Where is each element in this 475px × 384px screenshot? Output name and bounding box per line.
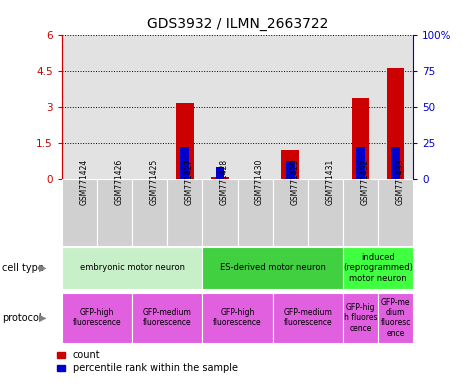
Text: GFP-medium
fluorescence: GFP-medium fluorescence	[143, 308, 191, 328]
FancyBboxPatch shape	[167, 179, 202, 246]
FancyBboxPatch shape	[343, 179, 378, 246]
Bar	[273, 35, 308, 179]
Text: cell type: cell type	[2, 263, 44, 273]
Bar	[238, 35, 273, 179]
Bar	[62, 35, 97, 179]
FancyBboxPatch shape	[97, 179, 132, 246]
Bar	[281, 150, 299, 179]
Bar	[216, 167, 224, 179]
Bar	[356, 147, 365, 179]
FancyBboxPatch shape	[202, 179, 238, 246]
FancyBboxPatch shape	[238, 179, 273, 246]
Text: GSM771427: GSM771427	[185, 159, 194, 205]
Text: GFP-hig
h fluores
cence: GFP-hig h fluores cence	[344, 303, 377, 333]
Bar	[387, 68, 404, 179]
Text: GFP-high
fluorescence: GFP-high fluorescence	[73, 308, 121, 328]
Bar	[343, 35, 378, 179]
Text: ES-derived motor neuron: ES-derived motor neuron	[220, 263, 325, 272]
FancyBboxPatch shape	[62, 179, 97, 246]
Text: embryonic motor neuron: embryonic motor neuron	[79, 263, 185, 272]
Text: GFP-high
fluorescence: GFP-high fluorescence	[213, 308, 262, 328]
FancyBboxPatch shape	[273, 293, 343, 343]
Legend: count, percentile rank within the sample: count, percentile rank within the sample	[57, 351, 238, 373]
Text: protocol: protocol	[2, 313, 42, 323]
Bar	[378, 35, 413, 179]
FancyBboxPatch shape	[343, 293, 378, 343]
Text: GSM771426: GSM771426	[114, 159, 124, 205]
Text: GSM771430: GSM771430	[255, 159, 264, 205]
FancyBboxPatch shape	[202, 247, 343, 289]
Bar	[180, 147, 189, 179]
Bar	[343, 35, 378, 179]
Text: GSM771432: GSM771432	[361, 159, 370, 205]
Bar	[167, 35, 202, 179]
FancyBboxPatch shape	[62, 247, 202, 289]
Bar	[308, 35, 343, 179]
Bar	[238, 35, 273, 179]
FancyBboxPatch shape	[132, 293, 202, 343]
FancyBboxPatch shape	[308, 179, 343, 246]
Bar	[202, 35, 238, 179]
FancyBboxPatch shape	[378, 293, 413, 343]
Bar	[97, 35, 132, 179]
Bar	[176, 103, 194, 179]
FancyBboxPatch shape	[132, 179, 167, 246]
Bar	[286, 161, 294, 179]
Text: GSM771425: GSM771425	[150, 159, 159, 205]
Bar	[62, 35, 97, 179]
Bar	[132, 35, 167, 179]
Title: GDS3932 / ILMN_2663722: GDS3932 / ILMN_2663722	[147, 17, 328, 31]
Bar	[391, 147, 400, 179]
Bar	[308, 35, 343, 179]
FancyBboxPatch shape	[62, 293, 132, 343]
Text: GFP-medium
fluorescence: GFP-medium fluorescence	[284, 308, 332, 328]
Text: GSM771429: GSM771429	[290, 159, 299, 205]
Bar	[378, 35, 413, 179]
Bar	[273, 35, 308, 179]
Text: GSM771428: GSM771428	[220, 159, 229, 205]
Text: ▶: ▶	[39, 263, 47, 273]
Bar	[97, 35, 132, 179]
Text: GSM771433: GSM771433	[396, 159, 405, 205]
Text: GFP-me
dium
fluoresc
ence: GFP-me dium fluoresc ence	[380, 298, 411, 338]
Bar	[211, 177, 228, 179]
Bar	[132, 35, 167, 179]
Bar	[202, 35, 238, 179]
Text: induced
(reprogrammed)
motor neuron: induced (reprogrammed) motor neuron	[343, 253, 413, 283]
FancyBboxPatch shape	[343, 247, 413, 289]
FancyBboxPatch shape	[378, 179, 413, 246]
FancyBboxPatch shape	[202, 293, 273, 343]
Text: GSM771431: GSM771431	[325, 159, 334, 205]
Text: GSM771424: GSM771424	[79, 159, 88, 205]
Bar	[352, 98, 369, 179]
Bar	[167, 35, 202, 179]
Text: ▶: ▶	[39, 313, 47, 323]
FancyBboxPatch shape	[273, 179, 308, 246]
